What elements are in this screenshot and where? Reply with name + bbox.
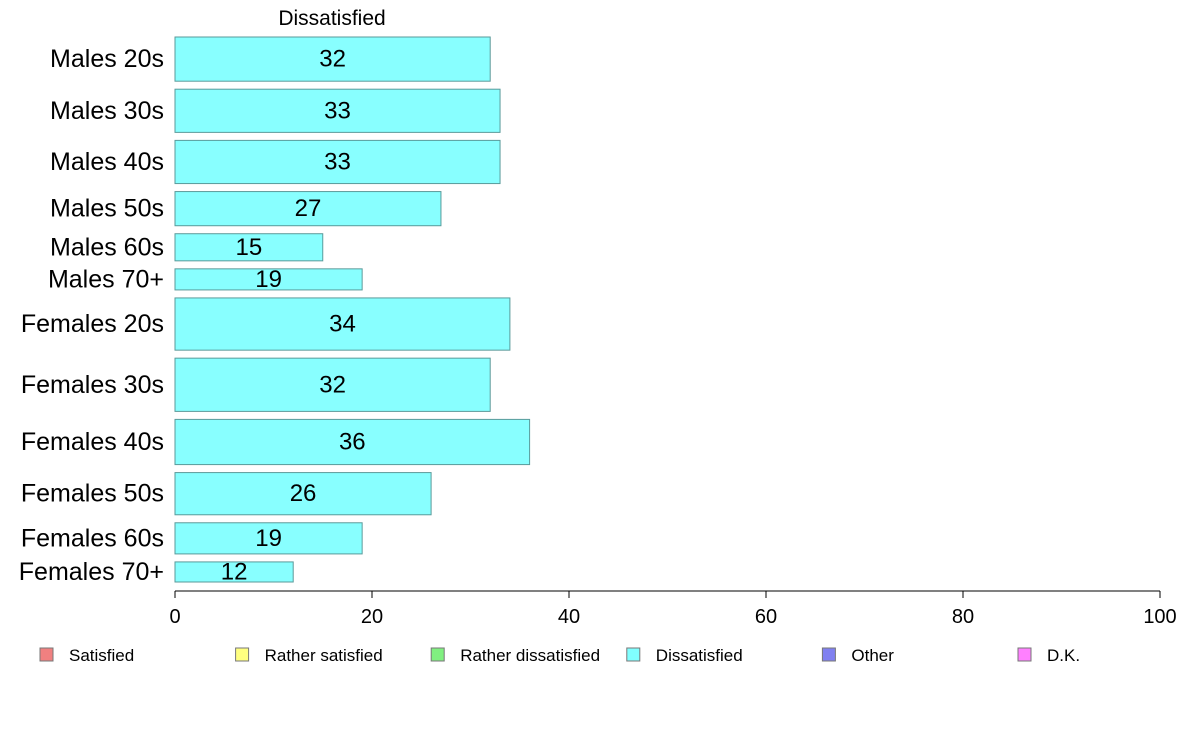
chart-title: Dissatisfied [278, 7, 385, 30]
legend-swatch [39, 647, 54, 662]
bar-value-label: 32 [319, 46, 346, 73]
category-label: Males 40s [50, 148, 164, 176]
legend-label: Rather dissatisfied [460, 646, 600, 665]
bar-value-label: 36 [339, 428, 366, 455]
bar-value-label: 33 [324, 148, 351, 175]
legend-label: Other [851, 646, 894, 665]
bar-males-60s [174, 233, 324, 262]
bar-value-label: 19 [255, 525, 282, 552]
category-label: Males 50s [50, 195, 164, 223]
category-label: Males 60s [50, 233, 164, 261]
legend-label: Rather satisfied [265, 646, 383, 665]
bar-value-label: 27 [295, 195, 322, 222]
bar-females-60s [174, 522, 363, 555]
category-label: Females 60s [21, 524, 164, 552]
bar-males-30s [174, 88, 501, 133]
legend-swatch [235, 647, 250, 662]
bar-females-40s [174, 418, 531, 466]
category-label: Females 40s [21, 428, 164, 456]
category-label: Females 20s [21, 310, 164, 338]
category-label: Females 30s [21, 371, 164, 399]
x-tick-label: 60 [755, 606, 777, 628]
bar-males-20s [174, 36, 491, 82]
bar-females-70- [174, 561, 294, 583]
category-label: Females 70+ [19, 558, 164, 586]
category-label: Males 70+ [48, 265, 164, 293]
bar-value-label: 33 [324, 97, 351, 124]
x-tick-label: 100 [1143, 606, 1176, 628]
bar-value-label: 15 [236, 234, 263, 261]
legend: Satisfied Rather satisfied Rather dissatis… [39, 646, 1080, 665]
legend-swatch [430, 647, 445, 662]
legend-swatch [821, 647, 836, 662]
bar-females-20s [174, 297, 511, 351]
bar-value-label: 26 [290, 480, 317, 507]
bar-value-label: 19 [255, 266, 282, 293]
category-label: Males 30s [50, 97, 164, 125]
legend-swatch [1017, 647, 1032, 662]
bar-value-label: 34 [329, 311, 356, 338]
category-label: Females 50s [21, 480, 164, 508]
bar-value-label: 12 [221, 558, 248, 585]
bar-males-70- [174, 268, 363, 291]
bar-females-30s [174, 357, 491, 412]
x-tick-label: 20 [361, 606, 383, 628]
bars-group: 32 Males 20s 33 Males 30s 33 Males 40s 27 Males… [19, 36, 531, 586]
legend-label: Dissatisfied [656, 646, 743, 665]
bar-females-50s [174, 472, 432, 516]
category-label: Males 20s [50, 45, 164, 73]
bar-males-40s [174, 139, 501, 185]
x-axis: 0 20 40 60 80 100 [169, 590, 1177, 628]
bar-males-50s [174, 191, 442, 227]
legend-swatch [626, 647, 641, 662]
legend-label: Satisfied [69, 646, 134, 665]
legend-label: D.K. [1047, 646, 1080, 665]
x-tick-label: 0 [169, 606, 180, 628]
x-tick-label: 80 [952, 606, 974, 628]
bar-value-label: 32 [319, 371, 346, 398]
x-tick-label: 40 [558, 606, 580, 628]
